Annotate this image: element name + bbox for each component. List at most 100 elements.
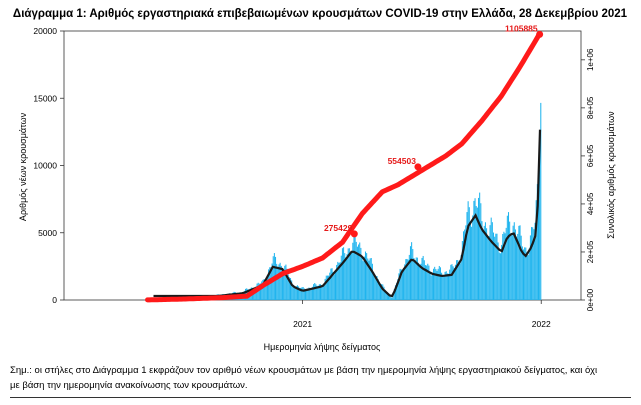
daily-bar (454, 264, 456, 300)
daily-bar (463, 231, 465, 300)
daily-bar (427, 263, 429, 300)
daily-bar (310, 288, 312, 300)
daily-bar (495, 233, 497, 300)
daily-bar (317, 285, 319, 300)
y-right-tick-label: 8e+05 (586, 96, 595, 119)
daily-bar (359, 242, 361, 300)
daily-bar (505, 227, 507, 300)
y-axis-left-label: Αριθμός νέων κρουσμάτων (18, 112, 28, 221)
daily-bar (279, 262, 281, 300)
daily-bar (536, 184, 538, 300)
daily-bar (496, 233, 498, 300)
y-right-tick-label: 0e+00 (586, 288, 595, 311)
daily-bar (369, 258, 371, 300)
daily-bar (411, 242, 413, 300)
daily-bar (520, 235, 522, 300)
annotation-point (414, 163, 422, 171)
daily-bar (414, 260, 416, 300)
daily-bar (355, 241, 357, 300)
daily-bar (287, 274, 289, 300)
daily-bar (284, 265, 286, 300)
daily-bar (516, 236, 518, 300)
daily-bar (535, 200, 537, 300)
daily-bar (394, 285, 396, 300)
daily-bar (540, 102, 542, 300)
daily-bar (449, 269, 451, 300)
daily-bar (261, 281, 263, 300)
y-left-tick-label: 0 (52, 295, 57, 305)
daily-bar (424, 265, 426, 300)
daily-bar (452, 266, 454, 300)
daily-bar (507, 212, 510, 300)
daily-bar (277, 266, 279, 300)
daily-bar (503, 231, 505, 300)
annotation-label: 554503 (388, 156, 417, 166)
daily-bar (301, 287, 303, 300)
daily-bar (315, 284, 317, 300)
daily-bar (434, 266, 436, 300)
daily-bar (445, 271, 447, 300)
note-line-2: με βάση την ημερομηνία ανακοίνωσης των κ… (10, 380, 248, 391)
daily-bar (423, 260, 425, 300)
daily-bar (318, 284, 320, 300)
daily-bar (489, 225, 491, 300)
daily-bar (296, 285, 298, 300)
daily-bar (484, 222, 486, 300)
daily-bar (479, 192, 481, 300)
daily-bar (396, 282, 398, 300)
y-left-tick-label: 10000 (33, 161, 57, 171)
daily-bar (430, 275, 432, 300)
daily-bar (316, 285, 318, 300)
daily-bar (406, 258, 408, 300)
daily-bar (393, 288, 395, 300)
daily-bar (264, 280, 266, 300)
daily-bar (401, 272, 403, 300)
daily-bar (418, 262, 420, 300)
chart-svg: Διάγραμμα 1: Αριθμός εργαστηριακά επιβεβ… (13, 8, 628, 352)
y-right-tick-label: 1e+06 (586, 48, 595, 71)
daily-bar (494, 236, 496, 300)
daily-bar (361, 257, 363, 300)
x-axis-label: Ημερομηνία λήψης δείγματος (264, 342, 381, 352)
daily-bar (330, 268, 332, 300)
daily-bar (490, 217, 492, 300)
daily-bar (518, 225, 520, 300)
daily-bar (464, 229, 466, 300)
daily-bar (456, 260, 458, 300)
daily-bar (308, 287, 310, 300)
daily-bar (438, 265, 440, 300)
daily-bar (375, 276, 377, 300)
daily-bar (465, 225, 467, 300)
daily-bar (290, 278, 292, 300)
daily-bar (431, 273, 433, 300)
daily-bar (254, 289, 256, 300)
daily-bar (322, 286, 324, 300)
daily-bar (468, 207, 470, 300)
daily-bar (288, 277, 290, 300)
daily-bar (294, 287, 296, 300)
daily-bar (481, 221, 483, 300)
cumulative-line (145, 31, 542, 303)
y-right-tick-label: 6e+05 (586, 144, 595, 167)
daily-bar (527, 255, 529, 300)
daily-bar (390, 296, 392, 300)
daily-bar (388, 293, 390, 300)
daily-bar (325, 275, 327, 300)
daily-bar (491, 222, 493, 300)
daily-bar (439, 267, 441, 300)
daily-bar (377, 279, 379, 300)
daily-bar (482, 229, 484, 300)
daily-bar (408, 254, 410, 300)
daily-bar (292, 284, 294, 300)
daily-bar (467, 201, 469, 300)
daily-bar (537, 179, 540, 300)
daily-bar (336, 264, 338, 300)
daily-bar (405, 259, 407, 300)
daily-bar (370, 257, 372, 300)
daily-bar (328, 275, 330, 300)
daily-bar (441, 272, 443, 300)
daily-bar (442, 276, 444, 300)
daily-bar (324, 278, 326, 300)
divider (10, 397, 631, 398)
daily-bar (409, 246, 411, 300)
